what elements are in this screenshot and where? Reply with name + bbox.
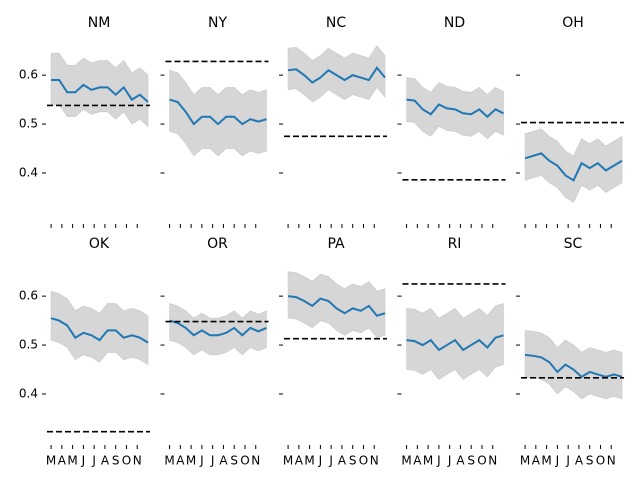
x-tick-label: S <box>112 454 120 468</box>
x-tick-label: M <box>67 454 77 468</box>
panel-title: NM <box>88 15 111 31</box>
x-tick-label: M <box>283 454 293 468</box>
confidence-band <box>406 77 504 140</box>
x-tick-label: J <box>565 454 570 468</box>
x-tick-label: M <box>304 454 314 468</box>
data-line <box>524 152 623 182</box>
panel-title: OH <box>562 15 584 31</box>
data-line <box>50 317 149 344</box>
confidence-band <box>169 303 267 356</box>
x-tick-label: J <box>447 454 452 468</box>
panel-title: SC <box>564 236 583 252</box>
data-line <box>287 66 386 84</box>
x-tick-label: A <box>575 454 584 468</box>
panel-title: OK <box>89 236 110 252</box>
x-tick-label: S <box>230 454 238 468</box>
data-line <box>287 295 386 317</box>
x-tick-label: J <box>436 454 441 468</box>
panel-title: ND <box>444 15 465 31</box>
data-line <box>524 353 623 379</box>
confidence-band <box>50 52 149 128</box>
x-tick-label: A <box>295 454 304 468</box>
x-tick-label: A <box>176 454 185 468</box>
x-tick-label: J <box>555 454 560 468</box>
data-line <box>169 98 267 126</box>
x-tick-label: J <box>328 454 333 468</box>
confidence-band <box>287 271 386 339</box>
confidence-band <box>287 45 386 103</box>
confidence-band <box>50 290 149 366</box>
panel-title: RI <box>448 236 462 252</box>
panel-title: NC <box>326 15 346 31</box>
x-tick-label: M <box>164 454 174 468</box>
data-line <box>51 79 149 103</box>
x-tick-label: O <box>359 454 368 468</box>
x-tick-label: A <box>338 454 347 468</box>
x-tick-label: S <box>586 454 594 468</box>
x-tick-label: O <box>596 454 605 468</box>
confidence-band <box>169 69 267 157</box>
x-tick-label: J <box>91 454 96 468</box>
x-tick-label: A <box>456 454 465 468</box>
x-tick-label: N <box>370 454 379 468</box>
x-tick-label: M <box>401 454 411 468</box>
x-tick-label: J <box>199 454 204 468</box>
x-tick-label: M <box>46 454 56 468</box>
x-tick-label: A <box>413 454 422 468</box>
x-tick-label: O <box>240 454 249 468</box>
x-tick-label: J <box>81 454 86 468</box>
x-tick-label: J <box>318 454 323 468</box>
x-tick-label: N <box>488 454 497 468</box>
x-tick-label: A <box>101 454 110 468</box>
x-tick-label: N <box>251 454 260 468</box>
x-tick-label: A <box>219 454 228 468</box>
data-line <box>406 98 504 119</box>
x-tick-label: S <box>467 454 475 468</box>
y-tick-label: 0.4 <box>19 386 38 400</box>
x-tick-label: M <box>541 454 551 468</box>
x-tick-label: O <box>477 454 486 468</box>
x-tick-label: A <box>532 454 541 468</box>
y-tick-label: 0.6 <box>19 68 38 82</box>
data-line <box>169 319 267 337</box>
x-tick-label: S <box>349 454 357 468</box>
confidence-band <box>524 330 623 400</box>
confidence-band <box>524 128 623 203</box>
y-tick-label: 0.5 <box>19 338 38 352</box>
x-tick-label: J <box>210 454 215 468</box>
x-tick-label: N <box>133 454 142 468</box>
y-tick-label: 0.4 <box>19 165 38 179</box>
data-line <box>406 334 504 352</box>
y-tick-label: 0.6 <box>19 289 38 303</box>
x-tick-label: M <box>186 454 196 468</box>
x-tick-label: M <box>423 454 433 468</box>
panel-title: PA <box>327 236 345 252</box>
y-tick-label: 0.5 <box>19 117 38 131</box>
x-tick-label: M <box>520 454 530 468</box>
panel-title: OR <box>207 236 228 252</box>
x-tick-label: A <box>58 454 67 468</box>
panel-title: NY <box>208 15 227 31</box>
x-tick-label: N <box>607 454 616 468</box>
x-tick-label: O <box>122 454 131 468</box>
